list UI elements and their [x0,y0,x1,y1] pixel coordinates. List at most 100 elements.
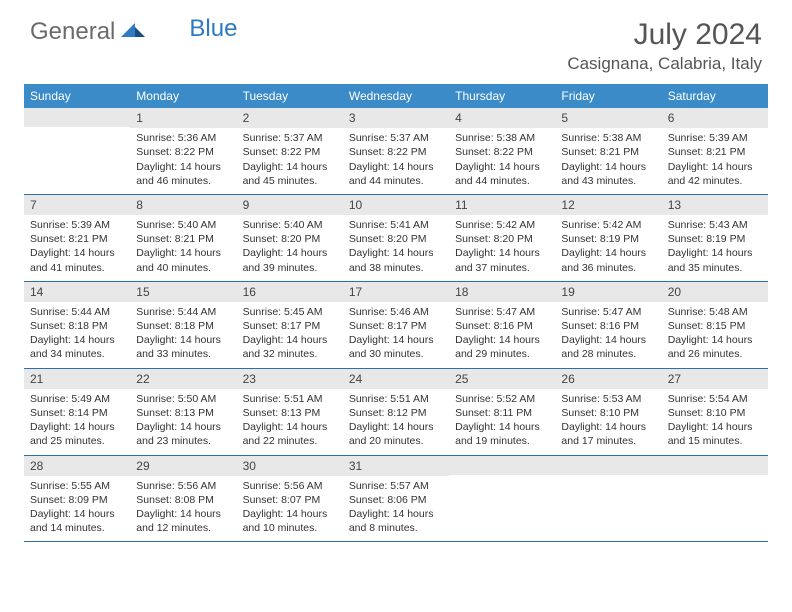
sunrise-text: Sunrise: 5:44 AM [136,305,230,319]
weekday-label: Thursday [449,84,555,108]
sunrise-text: Sunrise: 5:52 AM [455,392,549,406]
cell-body: Sunrise: 5:37 AMSunset: 8:22 PMDaylight:… [343,128,449,194]
cell-body: Sunrise: 5:42 AMSunset: 8:20 PMDaylight:… [449,215,555,281]
cell-body: Sunrise: 5:44 AMSunset: 8:18 PMDaylight:… [130,302,236,368]
daylight-text: Daylight: 14 hours and 19 minutes. [455,420,549,448]
cell-body: Sunrise: 5:45 AMSunset: 8:17 PMDaylight:… [237,302,343,368]
sunset-text: Sunset: 8:10 PM [561,406,655,420]
calendar-week: 14Sunrise: 5:44 AMSunset: 8:18 PMDayligh… [24,282,768,369]
day-number: 4 [449,108,555,128]
sunset-text: Sunset: 8:21 PM [30,232,124,246]
cell-body: Sunrise: 5:42 AMSunset: 8:19 PMDaylight:… [555,215,661,281]
calendar-cell: 22Sunrise: 5:50 AMSunset: 8:13 PMDayligh… [130,369,236,455]
sunrise-text: Sunrise: 5:48 AM [668,305,762,319]
daylight-text: Daylight: 14 hours and 26 minutes. [668,333,762,361]
sunset-text: Sunset: 8:15 PM [668,319,762,333]
day-number: 10 [343,195,449,215]
sunset-text: Sunset: 8:16 PM [561,319,655,333]
calendar-cell: 25Sunrise: 5:52 AMSunset: 8:11 PMDayligh… [449,369,555,455]
sunset-text: Sunset: 8:08 PM [136,493,230,507]
sunrise-text: Sunrise: 5:57 AM [349,479,443,493]
calendar-cell: 10Sunrise: 5:41 AMSunset: 8:20 PMDayligh… [343,195,449,281]
calendar-cell: 7Sunrise: 5:39 AMSunset: 8:21 PMDaylight… [24,195,130,281]
day-number [662,456,768,475]
sunrise-text: Sunrise: 5:53 AM [561,392,655,406]
sunset-text: Sunset: 8:18 PM [136,319,230,333]
cell-body: Sunrise: 5:40 AMSunset: 8:20 PMDaylight:… [237,215,343,281]
sunrise-text: Sunrise: 5:41 AM [349,218,443,232]
cell-body: Sunrise: 5:38 AMSunset: 8:21 PMDaylight:… [555,128,661,194]
cell-body: Sunrise: 5:38 AMSunset: 8:22 PMDaylight:… [449,128,555,194]
cell-body: Sunrise: 5:39 AMSunset: 8:21 PMDaylight:… [662,128,768,194]
calendar-cell: 18Sunrise: 5:47 AMSunset: 8:16 PMDayligh… [449,282,555,368]
calendar-cell: 3Sunrise: 5:37 AMSunset: 8:22 PMDaylight… [343,108,449,194]
page-header: General Blue July 2024 Casignana, Calabr… [0,0,792,80]
daylight-text: Daylight: 14 hours and 44 minutes. [349,160,443,188]
calendar-cell: 11Sunrise: 5:42 AMSunset: 8:20 PMDayligh… [449,195,555,281]
day-number: 25 [449,369,555,389]
calendar-week: 28Sunrise: 5:55 AMSunset: 8:09 PMDayligh… [24,456,768,543]
cell-body: Sunrise: 5:56 AMSunset: 8:07 PMDaylight:… [237,476,343,542]
sunset-text: Sunset: 8:22 PM [455,145,549,159]
cell-body: Sunrise: 5:57 AMSunset: 8:06 PMDaylight:… [343,476,449,542]
day-number: 27 [662,369,768,389]
cell-body: Sunrise: 5:43 AMSunset: 8:19 PMDaylight:… [662,215,768,281]
calendar-cell [24,108,130,194]
cell-body: Sunrise: 5:41 AMSunset: 8:20 PMDaylight:… [343,215,449,281]
cell-body: Sunrise: 5:56 AMSunset: 8:08 PMDaylight:… [130,476,236,542]
day-number: 31 [343,456,449,476]
location: Casignana, Calabria, Italy [567,54,762,74]
sunset-text: Sunset: 8:22 PM [243,145,337,159]
sunrise-text: Sunrise: 5:54 AM [668,392,762,406]
weekday-label: Sunday [24,84,130,108]
sunset-text: Sunset: 8:10 PM [668,406,762,420]
sunrise-text: Sunrise: 5:46 AM [349,305,443,319]
cell-body: Sunrise: 5:47 AMSunset: 8:16 PMDaylight:… [555,302,661,368]
calendar-cell: 26Sunrise: 5:53 AMSunset: 8:10 PMDayligh… [555,369,661,455]
sunset-text: Sunset: 8:22 PM [349,145,443,159]
day-number: 2 [237,108,343,128]
calendar-cell: 9Sunrise: 5:40 AMSunset: 8:20 PMDaylight… [237,195,343,281]
cell-body: Sunrise: 5:47 AMSunset: 8:16 PMDaylight:… [449,302,555,368]
calendar-cell: 5Sunrise: 5:38 AMSunset: 8:21 PMDaylight… [555,108,661,194]
daylight-text: Daylight: 14 hours and 39 minutes. [243,246,337,274]
sunset-text: Sunset: 8:20 PM [243,232,337,246]
daylight-text: Daylight: 14 hours and 45 minutes. [243,160,337,188]
sunset-text: Sunset: 8:22 PM [136,145,230,159]
calendar-cell: 2Sunrise: 5:37 AMSunset: 8:22 PMDaylight… [237,108,343,194]
cell-body: Sunrise: 5:51 AMSunset: 8:12 PMDaylight:… [343,389,449,455]
cell-body: Sunrise: 5:37 AMSunset: 8:22 PMDaylight:… [237,128,343,194]
sunset-text: Sunset: 8:17 PM [243,319,337,333]
cell-body: Sunrise: 5:50 AMSunset: 8:13 PMDaylight:… [130,389,236,455]
daylight-text: Daylight: 14 hours and 33 minutes. [136,333,230,361]
sunrise-text: Sunrise: 5:38 AM [455,131,549,145]
calendar-week: 1Sunrise: 5:36 AMSunset: 8:22 PMDaylight… [24,108,768,195]
sunrise-text: Sunrise: 5:37 AM [349,131,443,145]
daylight-text: Daylight: 14 hours and 28 minutes. [561,333,655,361]
sunset-text: Sunset: 8:07 PM [243,493,337,507]
day-number: 7 [24,195,130,215]
sunrise-text: Sunrise: 5:56 AM [136,479,230,493]
daylight-text: Daylight: 14 hours and 43 minutes. [561,160,655,188]
weekday-label: Tuesday [237,84,343,108]
sunrise-text: Sunrise: 5:42 AM [455,218,549,232]
day-number: 9 [237,195,343,215]
calendar-cell: 23Sunrise: 5:51 AMSunset: 8:13 PMDayligh… [237,369,343,455]
day-number: 5 [555,108,661,128]
day-number: 6 [662,108,768,128]
day-number: 19 [555,282,661,302]
calendar-cell: 19Sunrise: 5:47 AMSunset: 8:16 PMDayligh… [555,282,661,368]
day-number [24,108,130,127]
calendar-cell: 6Sunrise: 5:39 AMSunset: 8:21 PMDaylight… [662,108,768,194]
sunrise-text: Sunrise: 5:47 AM [455,305,549,319]
cell-body: Sunrise: 5:36 AMSunset: 8:22 PMDaylight:… [130,128,236,194]
daylight-text: Daylight: 14 hours and 29 minutes. [455,333,549,361]
daylight-text: Daylight: 14 hours and 34 minutes. [30,333,124,361]
calendar-cell: 20Sunrise: 5:48 AMSunset: 8:15 PMDayligh… [662,282,768,368]
day-number: 26 [555,369,661,389]
sunrise-text: Sunrise: 5:39 AM [30,218,124,232]
daylight-text: Daylight: 14 hours and 15 minutes. [668,420,762,448]
day-number: 11 [449,195,555,215]
daylight-text: Daylight: 14 hours and 12 minutes. [136,507,230,535]
logo-text-1: General [30,18,115,46]
